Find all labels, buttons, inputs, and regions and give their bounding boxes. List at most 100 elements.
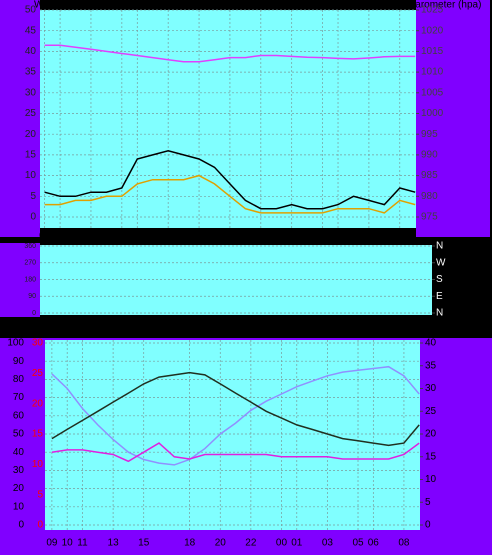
x-tick-label: 19 <box>193 231 205 242</box>
x-tick-label: 17 <box>163 231 175 242</box>
y-label: Windspeed (kph) <box>34 0 110 11</box>
y-tick-label: 100 <box>7 338 24 349</box>
chart-title: 06 February 2018 <box>174 0 253 11</box>
rain-tick-label: 25 <box>32 368 44 379</box>
x-tick-label: 18 <box>184 538 196 549</box>
x-tick-label: 14 <box>116 231 128 242</box>
rain-tick-label: 5 <box>37 489 43 500</box>
x-tick-label: 00 <box>276 538 288 549</box>
series-line <box>44 150 416 210</box>
y-tick-label: 20 <box>13 483 25 494</box>
series-line <box>44 174 416 214</box>
x-tick-label: 03 <box>322 538 334 549</box>
y-tick-label: 180 <box>24 276 36 283</box>
y-tick-label: 0 <box>18 520 24 531</box>
x-tick-label: 15 <box>132 231 144 242</box>
y2-tick-label: 10 <box>425 474 437 485</box>
panel-strip <box>416 0 490 237</box>
x-tick-label: 10 <box>55 231 67 242</box>
x-tick-label: 05 <box>352 538 364 549</box>
panel-strip <box>0 0 40 237</box>
x-tick-label: 08 <box>394 231 406 242</box>
y2-tick-label: 35 <box>425 360 437 371</box>
y2-tick-label: 975 <box>421 212 438 223</box>
y-tick-label: 80 <box>13 374 25 385</box>
y-tick-label: 35 <box>25 67 37 78</box>
y2-tick-label: 1020 <box>421 25 444 36</box>
y-tick-label: 50 <box>13 429 25 440</box>
x-tick-label: 04 <box>332 231 344 242</box>
y-tick-label: 15 <box>25 150 37 161</box>
y-tick-label: 270 <box>24 260 36 267</box>
x-tick-label: 23 <box>255 231 267 242</box>
y2-tick-label: N <box>436 241 443 252</box>
y2-tick-label: 1025 <box>421 5 444 16</box>
y-tick-label: 10 <box>25 170 37 181</box>
y-tick-label: 50 <box>25 5 37 16</box>
x-tick-label: 01 <box>286 231 298 242</box>
y2-label: Dew Point (°C) <box>396 321 462 332</box>
y-tick-label: 60 <box>13 410 25 421</box>
x-tick-label: 11 <box>77 538 88 549</box>
y2-tick-label: 985 <box>421 170 438 181</box>
x-tick-label: 10 <box>62 538 74 549</box>
y-label: Humidity (%) <box>80 321 137 332</box>
y2-tick-label: N <box>436 308 443 319</box>
rain-tick-label: 10 <box>32 459 44 470</box>
plot-area <box>40 245 432 315</box>
y2-tick-label: 1010 <box>421 67 444 78</box>
rain-tick-label: 20 <box>32 398 44 409</box>
y2-label: Temperature (°C) <box>312 321 389 332</box>
y2-tick-label: 40 <box>425 338 437 349</box>
y2-tick-label: 990 <box>421 150 438 161</box>
y-label: Rainfall (mm) <box>2 321 61 332</box>
y2-tick-label: 15 <box>425 451 437 462</box>
x-tick-label: 09 <box>39 231 51 242</box>
y-tick-label: 30 <box>25 87 37 98</box>
y-tick-label: 40 <box>25 46 37 57</box>
y2-tick-label: E <box>436 291 443 302</box>
y2-tick-label: 980 <box>421 191 438 202</box>
x-tick-label: 21 <box>224 231 236 242</box>
x-tick-label: 12 <box>85 231 97 242</box>
y2-tick-label: 995 <box>421 129 438 140</box>
y-tick-label: 5 <box>30 191 36 202</box>
y2-tick-label: 0 <box>425 520 431 531</box>
y2-tick-label: S <box>436 274 443 285</box>
y-tick-label: 90 <box>13 356 25 367</box>
rain-tick-label: 30 <box>32 338 44 349</box>
series-line <box>51 371 420 447</box>
y2-tick-label: 1005 <box>421 87 444 98</box>
series-line <box>44 44 416 63</box>
x-tick-label: 03 <box>317 231 329 242</box>
rain-tick-label: 15 <box>32 429 44 440</box>
y2-tick-label: 5 <box>425 497 431 508</box>
x-tick-label: 13 <box>108 538 120 549</box>
y2-tick-label: 1000 <box>421 108 444 119</box>
rain-tick-label: 0 <box>37 520 43 531</box>
series-line <box>51 365 420 466</box>
y-tick-label: 70 <box>13 392 25 403</box>
x-tick-label: 15 <box>138 538 150 549</box>
y-tick-label: 0 <box>30 212 36 223</box>
y2-tick-label: W <box>436 257 446 268</box>
y-tick-label: 25 <box>25 108 37 119</box>
y2-tick-label: 25 <box>425 406 437 417</box>
x-tick-label: 09 <box>46 538 58 549</box>
x-tick-label: 06 <box>363 231 375 242</box>
y-tick-label: 0 <box>32 310 36 317</box>
x-tick-label: 06 <box>368 538 380 549</box>
y2-tick-label: 1015 <box>421 46 444 57</box>
y2-label: Barometer (hpa) <box>409 0 482 11</box>
y2-tick-label: 30 <box>425 383 437 394</box>
plot-area <box>45 340 420 530</box>
y-tick-label: 45 <box>25 25 37 36</box>
y-tick-label: 10 <box>13 501 25 512</box>
y-tick-label: 90 <box>28 293 36 300</box>
panel-strip <box>0 243 40 317</box>
y-tick-label: 20 <box>25 129 37 140</box>
x-tick-label: 01 <box>291 538 303 549</box>
y2-tick-label: 20 <box>425 429 437 440</box>
x-tick-label: 20 <box>215 538 227 549</box>
